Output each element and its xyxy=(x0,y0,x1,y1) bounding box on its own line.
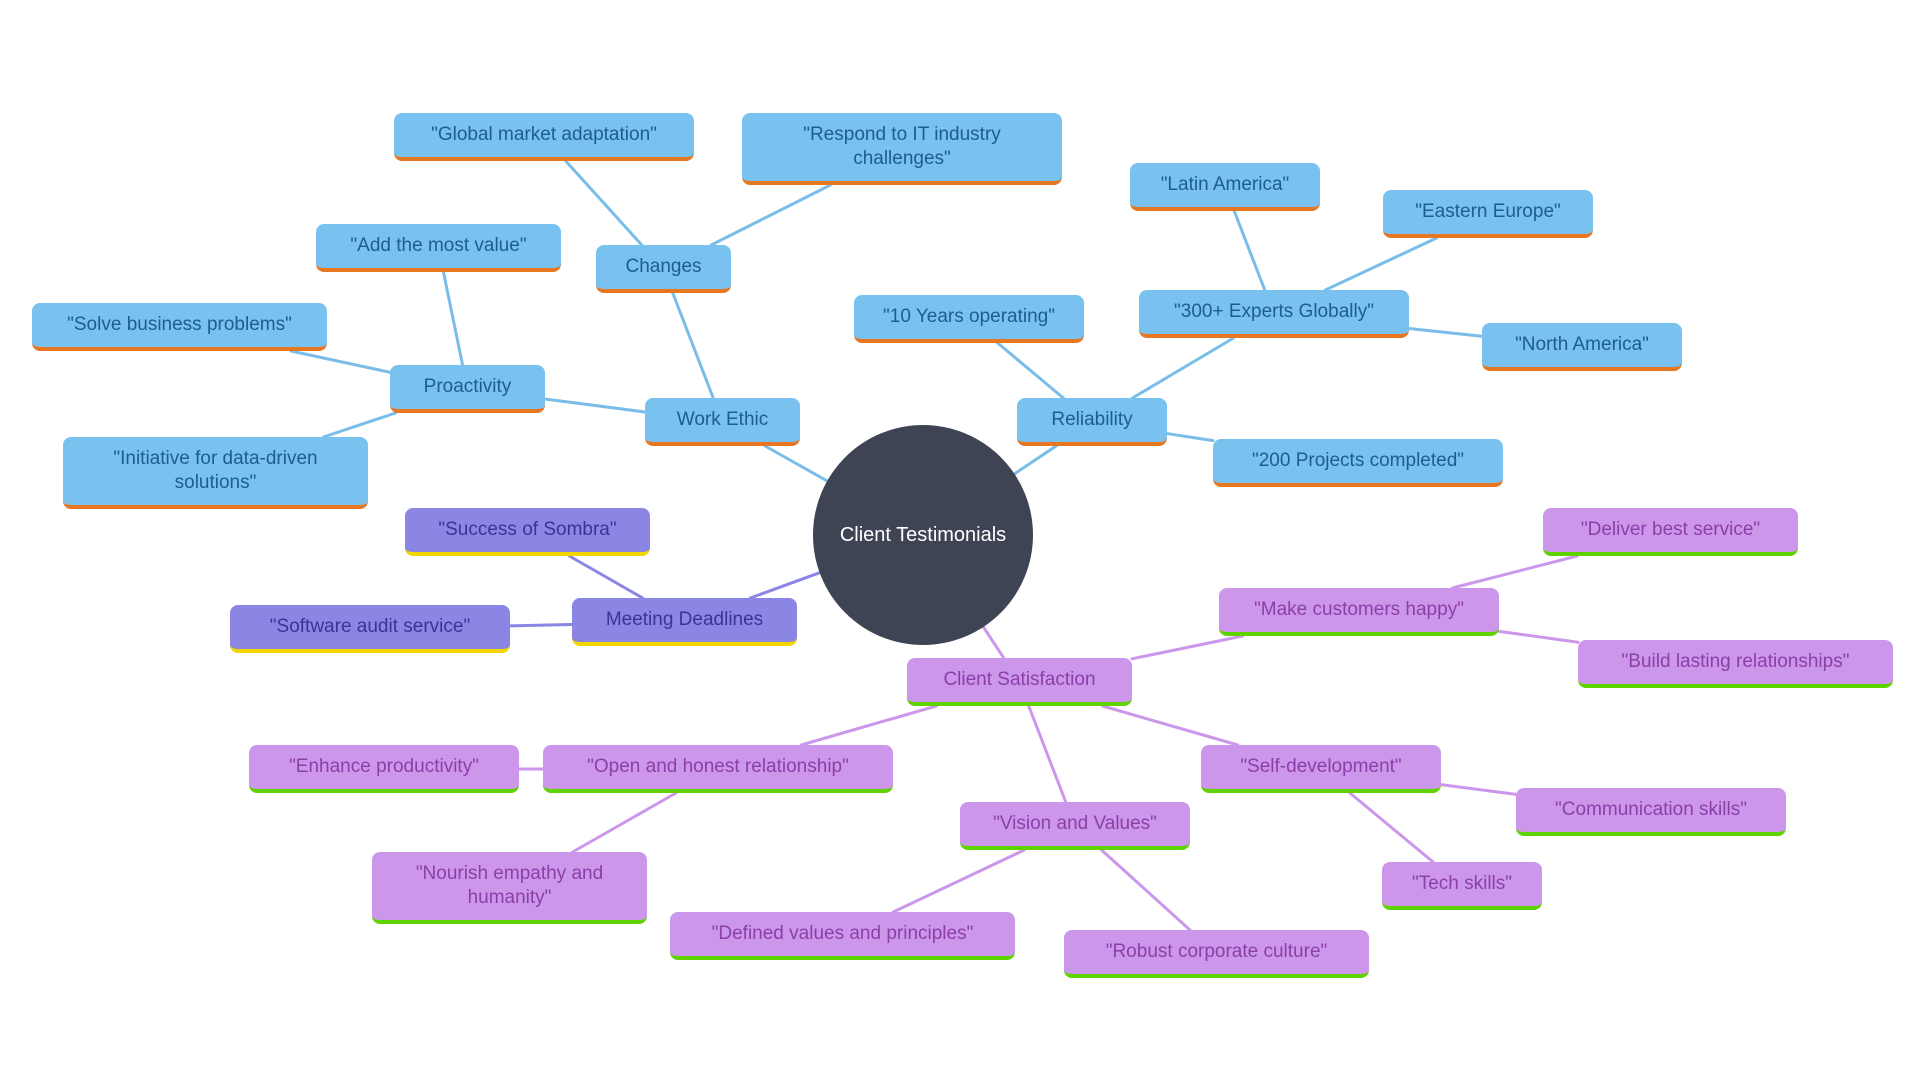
node-deliver_best: "Deliver best service" xyxy=(1543,508,1798,556)
node-empathy: "Nourish empathy and humanity" xyxy=(372,852,647,924)
node-make_happy: "Make customers happy" xyxy=(1219,588,1499,636)
edge xyxy=(1103,706,1238,745)
edge xyxy=(998,343,1064,398)
edge xyxy=(291,351,390,372)
node-enhance_prod: "Enhance productivity" xyxy=(249,745,519,793)
node-namerica: "North America" xyxy=(1482,323,1682,371)
edge xyxy=(1350,793,1433,862)
node-comm_skills: "Communication skills" xyxy=(1516,788,1786,836)
node-label: Work Ethic xyxy=(677,408,769,432)
node-eeurope: "Eastern Europe" xyxy=(1383,190,1593,238)
edge xyxy=(1325,238,1436,290)
node-respond_it: "Respond to IT industry challenges" xyxy=(742,113,1062,185)
node-label: "Communication skills" xyxy=(1555,798,1747,822)
node-vision: "Vision and Values" xyxy=(960,802,1190,850)
edge xyxy=(801,706,936,745)
edge xyxy=(566,161,642,245)
edge xyxy=(673,293,713,398)
edge xyxy=(983,627,1003,658)
edge xyxy=(545,399,645,412)
edge xyxy=(1234,211,1264,290)
edge xyxy=(1102,850,1190,930)
edge xyxy=(1409,328,1482,336)
node-proactivity: Proactivity xyxy=(390,365,545,413)
center-node: Client Testimonials xyxy=(813,425,1033,645)
node-changes: Changes xyxy=(596,245,731,293)
node-label: "Add the most value" xyxy=(350,234,526,258)
node-label: "Latin America" xyxy=(1161,173,1290,197)
node-label: "Tech skills" xyxy=(1412,872,1512,896)
node-initiative: "Initiative for data-driven solutions" xyxy=(63,437,368,509)
edge xyxy=(1167,434,1213,441)
node-label: Meeting Deadlines xyxy=(606,608,763,632)
node-label: "10 Years operating" xyxy=(883,305,1055,329)
node-ten_years: "10 Years operating" xyxy=(854,295,1084,343)
node-open_honest: "Open and honest relationship" xyxy=(543,745,893,793)
node-self_dev: "Self-development" xyxy=(1201,745,1441,793)
node-label: "Initiative for data-driven solutions" xyxy=(77,447,354,495)
node-label: "Respond to IT industry challenges" xyxy=(756,123,1048,171)
node-label: "Nourish empathy and humanity" xyxy=(386,862,633,910)
node-success: "Success of Sombra" xyxy=(405,508,650,556)
node-label: Proactivity xyxy=(424,375,512,399)
edge xyxy=(573,793,676,852)
node-tech_skills: "Tech skills" xyxy=(1382,862,1542,910)
node-projects: "200 Projects completed" xyxy=(1213,439,1503,487)
edge xyxy=(324,413,396,437)
node-label: "Self-development" xyxy=(1240,755,1401,779)
node-label: "Vision and Values" xyxy=(993,812,1157,836)
node-label: "Enhance productivity" xyxy=(289,755,479,779)
edge xyxy=(1441,785,1516,795)
node-latin: "Latin America" xyxy=(1130,163,1320,211)
edge xyxy=(1452,556,1577,588)
node-label: "Robust corporate culture" xyxy=(1106,940,1328,964)
node-build_rel: "Build lasting relationships" xyxy=(1578,640,1893,688)
center-label: Client Testimonials xyxy=(840,522,1006,548)
node-label: "Build lasting relationships" xyxy=(1622,650,1850,674)
edge xyxy=(443,272,462,365)
edge xyxy=(1132,636,1243,659)
edge xyxy=(1014,446,1056,474)
mindmap-canvas: Client Testimonials Work Ethic Changes "Glo… xyxy=(0,0,1920,1080)
node-global_adapt: "Global market adaptation" xyxy=(394,113,694,161)
node-defined_vals: "Defined values and principles" xyxy=(670,912,1015,960)
node-label: Reliability xyxy=(1051,408,1132,432)
edge xyxy=(510,625,572,626)
edge xyxy=(711,185,830,245)
edge xyxy=(750,573,819,598)
node-label: "300+ Experts Globally" xyxy=(1174,300,1374,324)
node-audit: "Software audit service" xyxy=(230,605,510,653)
edge xyxy=(893,850,1024,912)
node-client_sat: Client Satisfaction xyxy=(907,658,1132,706)
edge xyxy=(569,556,642,598)
edge xyxy=(1499,631,1578,642)
edge xyxy=(1132,338,1233,398)
node-reliability: Reliability xyxy=(1017,398,1167,446)
node-label: "Software audit service" xyxy=(270,615,470,639)
node-culture: "Robust corporate culture" xyxy=(1064,930,1369,978)
node-label: Client Satisfaction xyxy=(943,668,1095,692)
node-label: "Make customers happy" xyxy=(1254,598,1464,622)
edge xyxy=(1029,706,1066,802)
edge xyxy=(765,446,827,481)
node-label: "Global market adaptation" xyxy=(431,123,657,147)
node-label: "North America" xyxy=(1515,333,1649,357)
node-label: "Defined values and principles" xyxy=(712,922,974,946)
node-solve_biz: "Solve business problems" xyxy=(32,303,327,351)
node-label: "Success of Sombra" xyxy=(438,518,616,542)
node-experts: "300+ Experts Globally" xyxy=(1139,290,1409,338)
node-label: "Open and honest relationship" xyxy=(587,755,849,779)
node-work_ethic: Work Ethic xyxy=(645,398,800,446)
node-label: Changes xyxy=(625,255,701,279)
node-label: "Deliver best service" xyxy=(1581,518,1760,542)
node-label: "Eastern Europe" xyxy=(1415,200,1561,224)
node-add_value: "Add the most value" xyxy=(316,224,561,272)
node-label: "200 Projects completed" xyxy=(1252,449,1464,473)
node-deadlines: Meeting Deadlines xyxy=(572,598,797,646)
node-label: "Solve business problems" xyxy=(67,313,292,337)
